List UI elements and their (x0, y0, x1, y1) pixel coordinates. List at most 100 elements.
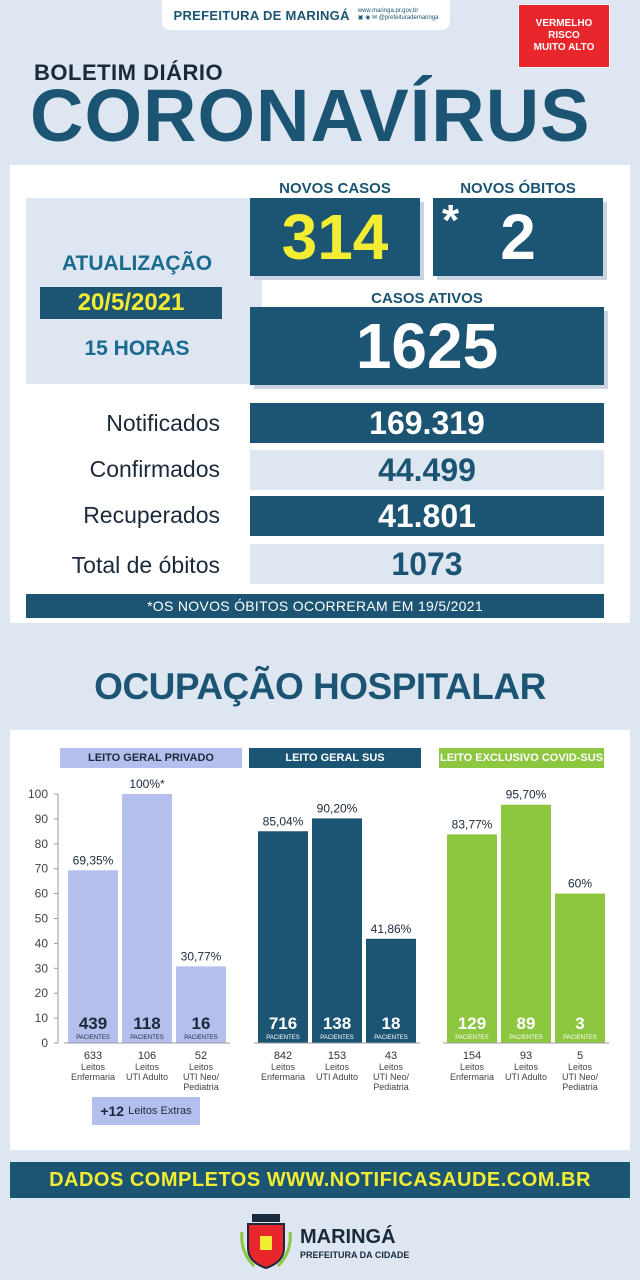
bar-beds-count: 842 (274, 1050, 292, 1062)
risk-line-2: RISCO (548, 30, 580, 41)
bar-category-label: Leitos (568, 1062, 593, 1072)
footer-banner: DADOS COMPLETOS WWW.NOTIFICASAUDE.COM.BR (10, 1162, 630, 1198)
y-tick-label: 0 (41, 1036, 48, 1050)
header-bar: PREFEITURA DE MARINGÁ www.maringa.pr.gov… (162, 0, 450, 30)
bar-pct-label: 83,77% (452, 817, 493, 831)
stat-value-recuperados: 41.801 (250, 496, 604, 536)
social-handles: www.maringa.pr.gov.br ▣ ◉ ✉ @prefeiturad… (358, 8, 439, 22)
bar-patients-caption: PACIENTES (563, 1035, 597, 1041)
y-tick-label: 100 (28, 787, 48, 801)
stat-label-total-obitos: Total de óbitos (71, 552, 220, 578)
stat-value-confirmados: 44.499 (250, 450, 604, 490)
bar-1-0 (258, 831, 308, 1043)
y-tick-label: 60 (35, 887, 49, 901)
bar-pct-label: 30,77% (181, 949, 222, 963)
bar-patients-value: 18 (382, 1014, 401, 1033)
extras-count: +12 (100, 1103, 125, 1119)
coat-of-arms-icon (240, 1214, 292, 1270)
bar-category-label: Leitos (271, 1062, 296, 1072)
bar-category-label: UTI Adulto (126, 1072, 168, 1082)
bar-category-label: Leitos (460, 1062, 485, 1072)
y-tick-label: 20 (35, 986, 49, 1000)
obitos-note: *OS NOVOS ÓBITOS OCORRERAM EM 19/5/2021 (26, 594, 604, 618)
bar-category-label: UTI Neo/ (373, 1072, 410, 1082)
bar-beds-count: 93 (520, 1050, 532, 1062)
social-handle-text: @prefeiturademaringa (378, 15, 439, 21)
bar-category-label: UTI Neo/ (183, 1072, 220, 1082)
y-tick-label: 10 (35, 1011, 49, 1025)
website-text: www.maringa.pr.gov.br (357, 8, 419, 14)
bar-patients-caption: PACIENTES (266, 1035, 300, 1041)
risk-line-1: VERMELHO (535, 18, 593, 29)
bar-category-label: Leitos (325, 1062, 350, 1072)
bar-patients-caption: PACIENTES (76, 1035, 110, 1041)
bar-patients-value: 89 (517, 1014, 536, 1033)
bar-category-label: Enfermaria (71, 1072, 115, 1082)
bar-category-label: Leitos (379, 1062, 404, 1072)
casos-ativos-label: CASOS ATIVOS (371, 290, 483, 307)
bar-patients-caption: PACIENTES (509, 1035, 543, 1041)
y-tick-label: 80 (35, 837, 49, 851)
bar-patients-value: 118 (133, 1014, 160, 1033)
bar-patients-caption: PACIENTES (130, 1035, 164, 1041)
group-head-covid: LEITO EXCLUSIVO COVID-SUS (439, 748, 604, 768)
bar-beds-count: 106 (138, 1050, 156, 1062)
novos-obitos-label: NOVOS ÓBITOS (460, 180, 576, 197)
prefeitura-logo: MARINGÁ PREFEITURA DA CIDADE (240, 1212, 440, 1272)
bar-category-label: Enfermaria (261, 1072, 305, 1082)
bar-patients-value: 716 (269, 1014, 297, 1033)
bar-beds-count: 52 (195, 1050, 207, 1062)
novos-obitos-asterisk: * (442, 196, 460, 245)
bar-1-2 (366, 938, 416, 1043)
bar-patients-caption: PACIENTES (184, 1035, 218, 1041)
update-label: ATUALIZAÇÃO (61, 252, 213, 275)
boletim-label: BOLETIM DIÁRIO (34, 60, 224, 85)
bar-patients-value: 16 (192, 1014, 211, 1033)
bar-category-label: UTI Adulto (316, 1072, 358, 1082)
bar-patients-value: 138 (323, 1014, 351, 1033)
bar-2-1 (501, 804, 551, 1043)
risk-line-3: MUITO ALTO (533, 42, 595, 53)
bar-1-1 (312, 818, 362, 1043)
bar-pct-label: 60% (568, 877, 592, 891)
bar-patients-caption: PACIENTES (455, 1035, 489, 1041)
bar-patients-value: 3 (575, 1014, 584, 1033)
y-tick-label: 90 (35, 812, 49, 826)
bar-patients-value: 439 (79, 1014, 107, 1033)
prefeitura-label: PREFEITURA DE MARINGÁ (173, 7, 350, 23)
bar-patients-caption: PACIENTES (320, 1035, 354, 1041)
logo-name: MARINGÁ (300, 1226, 396, 1248)
stat-label-confirmados: Confirmados (89, 456, 220, 482)
bar-category-label: UTI Neo/ (562, 1072, 599, 1082)
y-tick-label: 40 (35, 936, 49, 950)
bar-beds-count: 153 (328, 1050, 346, 1062)
logo-sub: PREFEITURA DA CIDADE (300, 1250, 410, 1260)
bar-pct-label: 41,86% (371, 922, 412, 936)
bar-beds-count: 43 (385, 1050, 397, 1062)
bar-beds-count: 154 (463, 1050, 481, 1062)
bar-category-label: Leitos (135, 1062, 160, 1072)
bar-category-label: Pediatria (183, 1082, 219, 1092)
bar-category-label: UTI Adulto (505, 1072, 547, 1082)
bar-pct-label: 90,20% (317, 801, 358, 815)
bar-pct-label: 69,35% (73, 853, 114, 867)
bar-category-label: Leitos (81, 1062, 106, 1072)
bar-category-label: Leitos (189, 1062, 214, 1072)
y-tick-label: 50 (35, 912, 49, 926)
bar-0-2 (176, 966, 226, 1043)
page-title: CORONAVÍRUS (30, 74, 591, 157)
bar-category-label: Pediatria (562, 1082, 598, 1092)
group-head-sus: LEITO GERAL SUS (249, 748, 421, 768)
extras-label: Leitos Extras (128, 1105, 192, 1117)
bar-2-0 (447, 834, 497, 1043)
occupancy-chart: 0 10 20 30 40 50 60 70 80 90 100 69,35% 439 PACIENTES… (28, 777, 609, 1092)
social-icons: ▣ ◉ ✉ (357, 15, 379, 21)
extras-badge: +12 Leitos Extras (92, 1097, 200, 1125)
update-date: 20/5/2021 (40, 287, 222, 319)
bar-pct-label: 95,70% (506, 788, 547, 802)
novos-obitos-value: 2 (433, 198, 603, 276)
bar-beds-count: 5 (577, 1050, 583, 1062)
y-tick-label: 70 (35, 862, 49, 876)
stat-label-notificados: Notificados (106, 410, 220, 436)
bar-patients-value: 129 (458, 1014, 486, 1033)
